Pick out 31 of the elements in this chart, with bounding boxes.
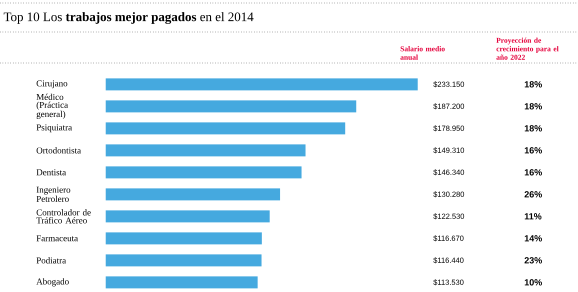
y-tick-label: Psiquiatra bbox=[36, 124, 72, 132]
y-tick-label: Controlador de Tráfico Aéreo bbox=[36, 209, 91, 224]
y-tick-label: Ortodontista bbox=[36, 147, 81, 154]
bar bbox=[106, 254, 262, 266]
bar bbox=[106, 210, 270, 222]
y-tick-label: Farmaceuta bbox=[36, 235, 78, 242]
bar bbox=[106, 122, 346, 134]
text: 18% bbox=[524, 125, 542, 132]
y-tick-label: Médico (Práctica general) bbox=[36, 94, 68, 119]
bar bbox=[106, 100, 356, 112]
y-tick-label: Ingeniero Petrolero bbox=[36, 186, 70, 202]
y-tick-label: Cirujano bbox=[36, 80, 68, 88]
text: 18% bbox=[524, 103, 542, 110]
bar bbox=[106, 166, 302, 178]
text: 16% bbox=[524, 147, 542, 154]
bar bbox=[106, 144, 306, 156]
bar bbox=[106, 188, 280, 200]
text: 23% bbox=[524, 257, 542, 264]
bar bbox=[106, 232, 262, 244]
bar bbox=[106, 276, 258, 288]
y-tick-label: Abogado bbox=[36, 278, 69, 286]
text: 10% bbox=[524, 279, 542, 286]
text: 26% bbox=[524, 191, 542, 198]
text: 11% bbox=[524, 213, 542, 220]
text: 14% bbox=[524, 235, 542, 242]
text: 16% bbox=[524, 169, 542, 176]
chart-title: Top 10 Los trabajos mejor pagados en el 2014 bbox=[4, 12, 254, 24]
y-tick-label: Podiatra bbox=[36, 257, 66, 264]
bar bbox=[106, 78, 418, 90]
text: 18% bbox=[524, 81, 542, 88]
y-tick-label: Dentista bbox=[36, 169, 66, 176]
